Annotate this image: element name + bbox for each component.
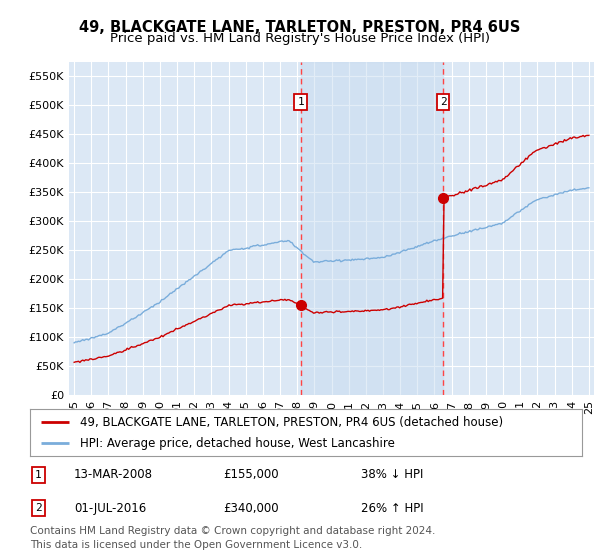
Text: Contains HM Land Registry data © Crown copyright and database right 2024.
This d: Contains HM Land Registry data © Crown c… bbox=[30, 526, 436, 550]
Text: 1: 1 bbox=[297, 97, 304, 107]
Text: 49, BLACKGATE LANE, TARLETON, PRESTON, PR4 6US: 49, BLACKGATE LANE, TARLETON, PRESTON, P… bbox=[79, 20, 521, 35]
Text: 2: 2 bbox=[35, 503, 41, 513]
Text: Price paid vs. HM Land Registry's House Price Index (HPI): Price paid vs. HM Land Registry's House … bbox=[110, 32, 490, 45]
Text: £155,000: £155,000 bbox=[223, 468, 279, 481]
Text: HPI: Average price, detached house, West Lancashire: HPI: Average price, detached house, West… bbox=[80, 437, 395, 450]
Text: 13-MAR-2008: 13-MAR-2008 bbox=[74, 468, 153, 481]
Text: 2: 2 bbox=[440, 97, 446, 107]
Text: 49, BLACKGATE LANE, TARLETON, PRESTON, PR4 6US (detached house): 49, BLACKGATE LANE, TARLETON, PRESTON, P… bbox=[80, 416, 503, 428]
Text: £340,000: £340,000 bbox=[223, 502, 279, 515]
Bar bbox=[301, 62, 443, 395]
Text: 1: 1 bbox=[35, 470, 41, 480]
Text: 26% ↑ HPI: 26% ↑ HPI bbox=[361, 502, 424, 515]
Text: 38% ↓ HPI: 38% ↓ HPI bbox=[361, 468, 424, 481]
Text: 01-JUL-2016: 01-JUL-2016 bbox=[74, 502, 146, 515]
